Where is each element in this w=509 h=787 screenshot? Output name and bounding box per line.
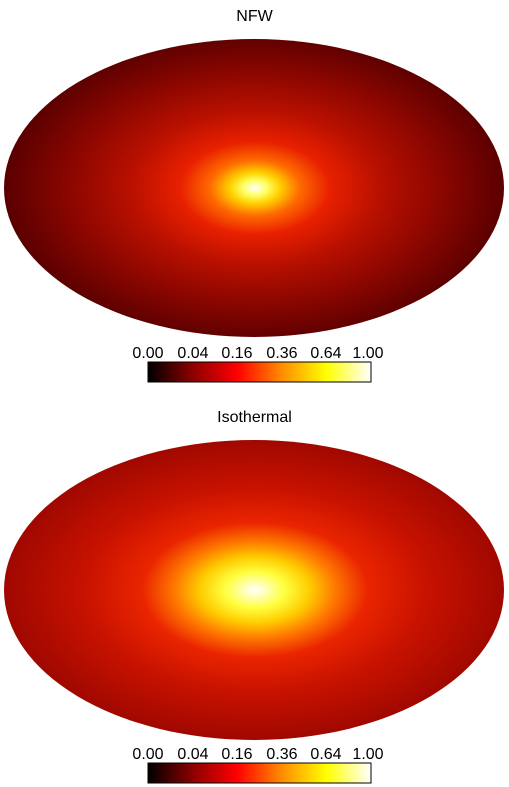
- nfw-title: NFW: [236, 8, 273, 25]
- nfw-colorbar-ticks: 0.00 0.04 0.16 0.36 0.64 1.00: [132, 345, 383, 362]
- isothermal-tick-label: 1.00: [352, 746, 383, 763]
- isothermal-tick-label: 0.00: [132, 746, 163, 763]
- isothermal-sky-map: 0.00 0.04 0.16 0.36 0.64 1.00: [4, 440, 504, 784]
- nfw-panel: NFW 0.00 0.: [0, 0, 509, 393]
- isothermal-tick-label: 0.64: [310, 746, 341, 763]
- nfw-tick-label: 0.64: [310, 345, 341, 362]
- nfw-tick-label: 1.00: [352, 345, 383, 362]
- nfw-tick-label: 0.16: [221, 345, 252, 362]
- isothermal-tick-label: 0.04: [177, 746, 208, 763]
- nfw-tick-label: 0.36: [266, 345, 297, 362]
- isothermal-mollweide-map: [4, 440, 504, 740]
- isothermal-colorbar: [147, 762, 372, 784]
- isothermal-colorbar-ticks: 0.00 0.04 0.16 0.36 0.64 1.00: [132, 746, 383, 763]
- nfw-colorbar: [147, 361, 372, 383]
- nfw-tick-label: 0.00: [132, 345, 163, 362]
- nfw-mollweide-map: [4, 39, 504, 337]
- nfw-tick-label: 0.04: [177, 345, 208, 362]
- isothermal-tick-label: 0.16: [221, 746, 252, 763]
- isothermal-panel: Isothermal 0.00 0.04: [0, 400, 509, 787]
- isothermal-title: Isothermal: [217, 409, 292, 426]
- isothermal-tick-label: 0.36: [266, 746, 297, 763]
- nfw-sky-map: 0.00 0.04 0.16 0.36 0.64 1.00: [4, 39, 504, 383]
